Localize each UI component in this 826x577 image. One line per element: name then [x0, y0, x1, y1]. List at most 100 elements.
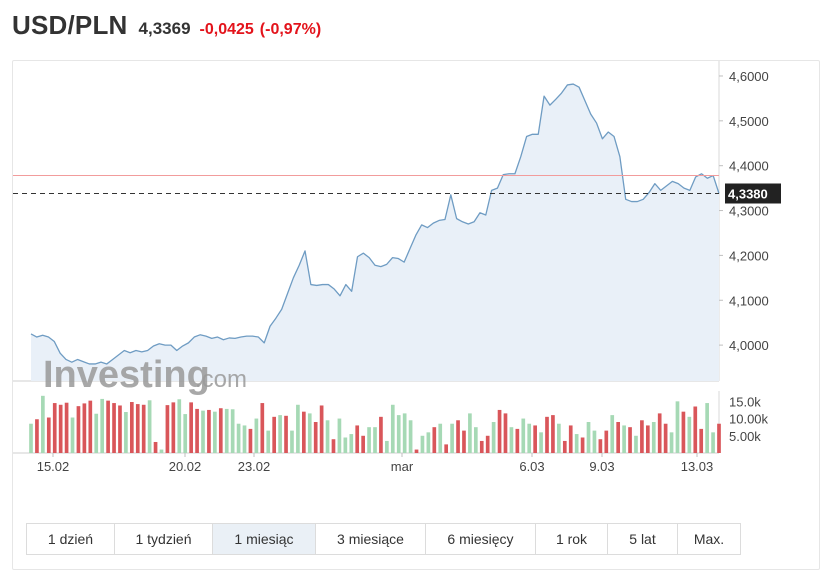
y-tick-label: 4,2000 [729, 248, 769, 263]
volume-bar [373, 427, 377, 453]
volume-bar [296, 404, 300, 453]
volume-bar [681, 411, 686, 453]
volume-bar [278, 415, 282, 453]
price-change: -0,0425 [199, 21, 254, 38]
volume-bar [254, 418, 259, 453]
volume-bar [82, 403, 87, 453]
volume-bar [491, 422, 496, 453]
volume-bar [52, 403, 57, 453]
volume-bar [112, 403, 116, 453]
range-button[interactable]: 1 tydzień [115, 524, 213, 554]
volume-bar [207, 409, 211, 453]
price-chart[interactable]: 4,6000 4,5000 4,4000 4,3000 4,2000 4,1000 4,00… [13, 61, 819, 569]
volume-bar [301, 411, 306, 453]
volume-bar [468, 413, 472, 453]
watermark-brand: Investing [43, 354, 210, 396]
volume-bar [35, 419, 39, 453]
x-tick-label: 15.02 [37, 459, 70, 474]
volume-bar [657, 413, 662, 453]
volume-bar [284, 415, 288, 453]
volume-bar [88, 400, 93, 453]
volume-bar [420, 435, 425, 453]
volume-bar [408, 420, 413, 453]
y-tick-label: 4,0000 [729, 338, 769, 353]
range-button[interactable]: 3 miesiące [316, 524, 426, 554]
volume-bar [290, 430, 294, 453]
volume-bar [349, 434, 354, 453]
volume-bar [705, 403, 709, 453]
price-area-fill [31, 84, 719, 382]
volume-bar [41, 395, 45, 453]
volume-tick-label: 15.0k [729, 394, 761, 409]
volume-bar [337, 418, 342, 453]
quote-header: USD/PLN 4,3369 -0,0425 (-0,97%) [12, 10, 321, 46]
volume-bar [124, 412, 128, 453]
volume-bar [218, 408, 223, 453]
x-tick-label: 13.03 [681, 459, 714, 474]
volume-bar [266, 430, 271, 453]
volume-bar [159, 449, 164, 453]
volume-bar [497, 409, 502, 453]
range-button[interactable]: 6 miesięcy [426, 524, 536, 554]
volume-bar [426, 432, 431, 453]
volume-bar [70, 417, 75, 453]
volume-bar [450, 423, 454, 453]
volume-bar [325, 420, 330, 453]
range-button[interactable]: 1 dzień [27, 524, 115, 554]
volume-bar [604, 430, 609, 453]
volume-bar [432, 427, 437, 453]
volume-bar [651, 422, 656, 453]
volume-bar [693, 406, 698, 453]
volume-bar [141, 404, 146, 453]
volume-bar [153, 441, 158, 453]
range-button[interactable]: Max. [678, 524, 740, 554]
volume-bar [307, 413, 312, 453]
volume-bar [545, 416, 549, 453]
volume-bar [319, 405, 324, 453]
volume-bar [509, 427, 514, 453]
volume-bar [485, 435, 490, 453]
y-tick-label: 4,5000 [729, 114, 769, 129]
current-price-label: 4,3380 [728, 186, 768, 201]
last-price: 4,3369 [138, 19, 191, 38]
volume-bar [616, 422, 621, 453]
volume-bar [562, 440, 567, 453]
volume-bar [568, 425, 573, 453]
volume-bar [177, 399, 182, 453]
volume-bar [717, 423, 721, 453]
volume-bar [551, 415, 555, 453]
volume-bar [473, 427, 478, 453]
volume-bar [628, 427, 632, 453]
volume-bar [355, 425, 360, 453]
range-button[interactable]: 1 miesiąc [213, 524, 316, 554]
volume-bar [699, 428, 704, 453]
volume-bar [711, 432, 715, 453]
volume-bar [414, 449, 419, 453]
volume-bar [557, 423, 561, 453]
volume-bar [396, 415, 401, 453]
volume-bar [106, 400, 110, 453]
volume-bar [533, 425, 537, 453]
volume-bar [46, 417, 51, 453]
volume-bar [592, 430, 597, 453]
volume-bar [402, 413, 407, 453]
x-tick-label: 9.03 [589, 459, 614, 474]
volume-bar [129, 402, 134, 453]
volume-bar [663, 423, 668, 453]
volume-bar [539, 432, 543, 453]
volume-bar [135, 404, 140, 453]
volume-bar [195, 408, 199, 453]
range-button[interactable]: 5 lat [608, 524, 678, 554]
chart-frame: 4,6000 4,5000 4,4000 4,3000 4,2000 4,1000 4,00… [12, 60, 820, 570]
volume-bar [456, 420, 460, 453]
volume-bar [379, 416, 383, 453]
y-tick-label: 4,3000 [729, 204, 769, 219]
volume-bar [669, 432, 674, 453]
volume-bar [248, 428, 253, 453]
volume-bar [645, 425, 650, 453]
x-tick-label: mar [391, 459, 414, 474]
volume-bar [224, 408, 229, 453]
volume-bar [183, 414, 188, 453]
volume-bar [29, 423, 33, 453]
range-button[interactable]: 1 rok [536, 524, 608, 554]
